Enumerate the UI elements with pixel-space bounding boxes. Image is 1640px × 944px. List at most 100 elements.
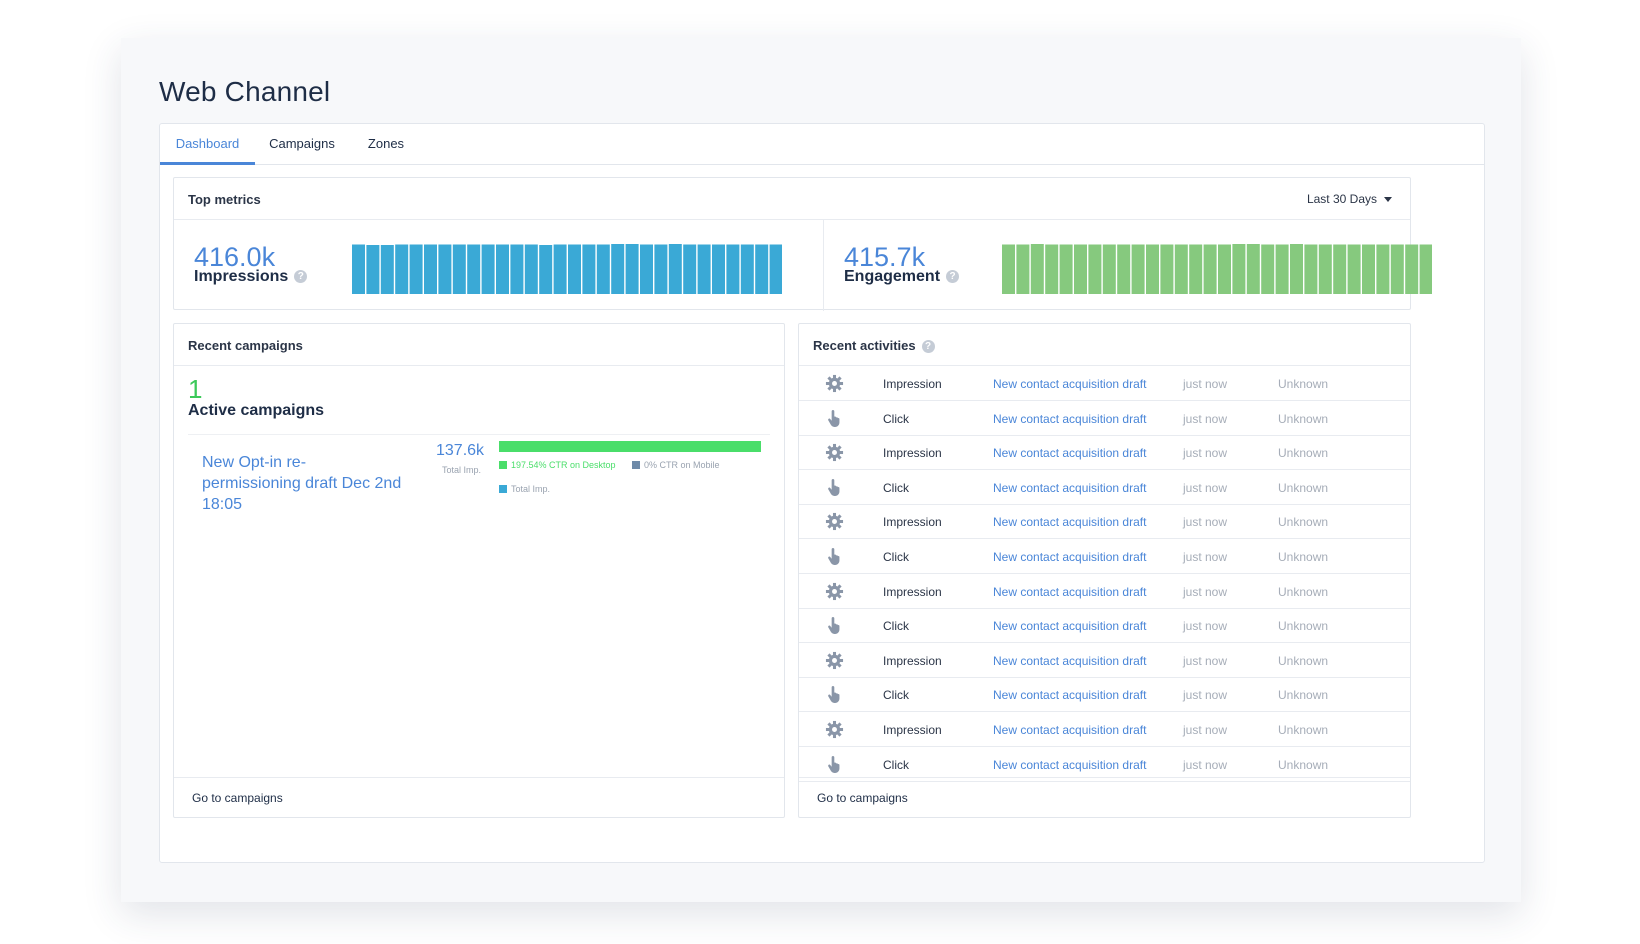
metric-bar — [712, 244, 725, 294]
tab-zones[interactable]: Zones — [367, 136, 405, 151]
activity-campaign-link[interactable]: New contact acquisition draft — [993, 653, 1147, 668]
metric-bar — [1160, 244, 1174, 294]
campaign-impressions-bar — [499, 441, 761, 452]
activity-user: Unknown — [1278, 377, 1329, 391]
metric-bar — [510, 244, 524, 294]
activity-user: Unknown — [1278, 584, 1329, 599]
metric-bar — [1362, 244, 1375, 294]
metric-bar — [539, 245, 553, 294]
activity-campaign-link[interactable]: New contact acquisition draft — [993, 411, 1147, 426]
date-range-label: Last 30 Days — [1306, 192, 1377, 206]
activity-campaign-link[interactable]: New contact acquisition draft — [993, 688, 1147, 703]
activity-user: Unknown — [1278, 688, 1329, 703]
metric-bar — [668, 244, 682, 294]
activity-user: Unknown — [1278, 550, 1329, 564]
activity-campaign-link[interactable]: New contact acquisition draft — [993, 584, 1147, 599]
metric-bar — [1419, 244, 1432, 294]
go-to-campaigns-link[interactable]: Go to campaigns — [192, 791, 283, 805]
activity-campaign-link[interactable]: New contact acquisition draft — [993, 550, 1147, 564]
metric-bar — [582, 244, 596, 294]
metric-bar — [395, 244, 409, 294]
activity-row: Impression New contact acquisition draft j… — [799, 643, 1410, 678]
impressions-value: 416.0k — [194, 242, 276, 272]
activity-row: Click New contact acquisition draft just n… — [799, 677, 1410, 713]
recent-campaigns-title: Recent campaigns — [188, 338, 303, 353]
activity-user: Unknown — [1278, 515, 1329, 530]
metric-bar — [1203, 244, 1217, 294]
metric-bar — [697, 244, 711, 294]
activity-type: Click — [883, 757, 909, 772]
recent-activities-footer: Go to campaigns — [799, 777, 1410, 817]
legend-total-imp-label: Total Imp. — [511, 484, 551, 494]
tab-dashboard[interactable]: Dashboard — [160, 124, 255, 165]
metric-bar — [1218, 244, 1231, 294]
impressions-metric: 416.0k Impressions? — [174, 220, 823, 311]
activity-row: Impression New contact acquisition draft j… — [799, 504, 1410, 540]
engagement-value: 415.7k — [844, 242, 926, 272]
metric-bar — [496, 244, 509, 294]
metric-bar — [1002, 244, 1015, 294]
main-card: Dashboard Campaigns Zones Top metrics La… — [159, 123, 1485, 863]
impressions-label: Impressions — [194, 268, 289, 285]
metric-bar — [1131, 244, 1145, 294]
metric-bar — [366, 245, 380, 294]
help-icon[interactable]: ? — [921, 340, 935, 354]
activity-type: Impression — [883, 653, 942, 668]
activity-time: just now — [1183, 653, 1228, 668]
tab-bar: Dashboard Campaigns Zones — [160, 124, 1484, 165]
activity-campaign-link[interactable]: New contact acquisition draft — [993, 480, 1147, 495]
active-campaigns-count: 1 — [188, 374, 203, 404]
metric-bar — [452, 244, 466, 294]
recent-activities-title: Recent activities — [813, 338, 916, 353]
help-icon[interactable]: ? — [294, 270, 308, 284]
activity-campaign-link[interactable]: New contact acquisition draft — [993, 377, 1147, 391]
activity-type: Impression — [883, 377, 942, 391]
metric-bar — [524, 244, 538, 294]
metric-bar — [1088, 244, 1102, 294]
activity-row: Click New contact acquisition draft just n… — [799, 608, 1410, 644]
hand-pointer-icon — [825, 755, 844, 774]
engagement-label-wrap: Engagement? — [844, 268, 960, 286]
metric-bar — [1146, 244, 1159, 294]
activity-campaign-link[interactable]: New contact acquisition draft — [993, 515, 1147, 530]
metric-bar — [726, 244, 740, 294]
date-range-dropdown[interactable]: Last 30 Days — [1307, 192, 1392, 206]
metric-bar — [1318, 244, 1332, 294]
activity-campaign-link[interactable]: New contact acquisition draft — [993, 757, 1147, 772]
help-icon[interactable]: ? — [946, 270, 960, 284]
metric-bar — [769, 244, 782, 294]
metric-bar — [352, 244, 365, 294]
activity-user: Unknown — [1278, 653, 1329, 668]
gear-icon — [825, 720, 844, 739]
hand-pointer-icon — [825, 547, 844, 566]
metric-bar — [1016, 244, 1030, 294]
activity-user: Unknown — [1278, 446, 1329, 461]
tab-campaigns[interactable]: Campaigns — [269, 136, 335, 151]
engagement-bar-chart — [1002, 244, 1432, 294]
metric-bar — [1347, 244, 1361, 294]
impressions-bar-chart — [352, 244, 782, 294]
activity-type: Click — [883, 480, 909, 495]
recent-campaigns-footer: Go to campaigns — [174, 777, 784, 817]
metric-bar — [1376, 244, 1390, 294]
activity-campaign-link[interactable]: New contact acquisition draft — [993, 723, 1147, 737]
metric-bar — [1275, 244, 1289, 294]
campaign-name-link[interactable]: New Opt-in re-permissioning draft Dec 2n… — [202, 454, 402, 513]
activity-type: Impression — [883, 446, 942, 461]
activity-campaign-link[interactable]: New contact acquisition draft — [993, 446, 1147, 461]
campaign-total-impressions-label: Total Imp. — [442, 465, 482, 475]
activity-row: Impression New contact acquisition draft j… — [799, 712, 1410, 747]
activity-row: Click New contact acquisition draft just n… — [799, 470, 1410, 505]
activity-campaign-link[interactable]: New contact acquisition draft — [993, 619, 1147, 634]
recent-activities-panel: Recent activities? Impression New contact… — [798, 323, 1411, 818]
recent-campaigns-header: Recent campaigns — [174, 324, 784, 366]
metric-bar — [755, 244, 769, 294]
hand-pointer-icon — [825, 616, 844, 635]
activity-type: Impression — [883, 723, 942, 737]
metric-bar — [424, 244, 437, 294]
activity-row: Click New contact acquisition draft just n… — [799, 401, 1410, 436]
legend-swatch — [632, 461, 640, 469]
activity-user: Unknown — [1278, 411, 1329, 426]
activity-type: Impression — [883, 584, 942, 599]
go-to-campaigns-link[interactable]: Go to campaigns — [817, 791, 908, 805]
